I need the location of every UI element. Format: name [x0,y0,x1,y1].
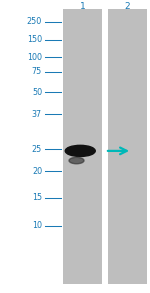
Text: 20: 20 [32,167,42,176]
Text: 37: 37 [32,110,42,119]
Text: 10: 10 [32,221,42,230]
Text: 50: 50 [32,88,42,97]
Text: 25: 25 [32,145,42,154]
Text: 150: 150 [27,35,42,44]
Bar [108,9,147,284]
Text: 2: 2 [125,2,130,11]
Text: 100: 100 [27,53,42,62]
Text: 250: 250 [27,18,42,26]
Text: 15: 15 [32,193,42,202]
Bar [63,9,102,284]
Ellipse shape [65,145,95,156]
Text: 75: 75 [32,67,42,76]
Text: 1: 1 [80,2,85,11]
Ellipse shape [69,157,84,164]
